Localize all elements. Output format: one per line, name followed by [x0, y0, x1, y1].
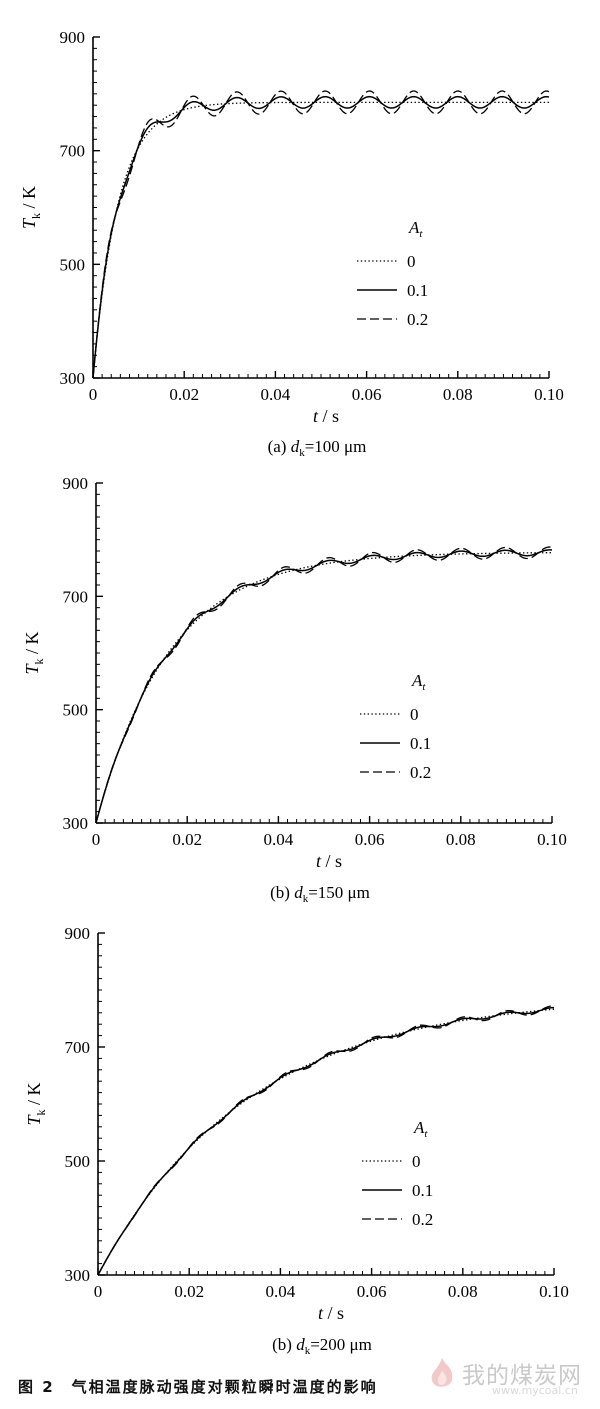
x-axis-label: t / s [313, 406, 339, 426]
legend: At 0 0.1 0.2 [362, 1118, 433, 1229]
legend-label: 0.1 [412, 1181, 433, 1200]
legend-title: At [408, 218, 423, 240]
watermark-text: 我的煤炭网 [462, 1363, 582, 1389]
watermark: 我的煤炭网 www.mycoal.cn [422, 1354, 592, 1402]
y-tick-label: 900 [63, 474, 89, 493]
series-line-0 [92, 101, 549, 379]
legend-label: 0.2 [410, 763, 431, 782]
y-tick-label: 500 [65, 1152, 91, 1171]
x-tick-label: 0.10 [539, 1282, 569, 1301]
y-tick-label: 300 [65, 1266, 91, 1285]
x-tick-label: 0.08 [448, 1282, 478, 1301]
x-tick-label: 0.02 [172, 830, 202, 849]
legend-label: 0 [410, 705, 419, 724]
flame-logo-icon [431, 1358, 453, 1387]
legend-label: 0.2 [412, 1210, 433, 1229]
figure-caption: 图 2 气相温度脉动强度对颗粒瞬时温度的影响 [18, 1378, 378, 1396]
x-axis-label: t / s [316, 851, 342, 871]
x-tick-label: 0.08 [443, 385, 473, 404]
series-line-0.1 [92, 95, 550, 379]
x-tick-label: 0.02 [174, 1282, 204, 1301]
x-axis-label: t / s [318, 1303, 344, 1323]
x-tick-label: 0.06 [357, 1282, 387, 1301]
y-tick-label: 300 [60, 369, 86, 388]
legend-label: 0.1 [410, 734, 431, 753]
y-tick-label: 500 [63, 701, 89, 720]
legend-label: 0.2 [407, 310, 428, 329]
y-tick-label: 700 [60, 142, 86, 161]
series-line-0 [95, 552, 552, 824]
y-axis-label: Tk / K [24, 1082, 48, 1125]
x-tick-label: 0 [94, 1282, 103, 1301]
y-axis-label: Tk / K [22, 631, 46, 674]
x-tick-label: 0 [92, 830, 101, 849]
x-tick-label: 0.08 [446, 830, 476, 849]
x-tick-label: 0.02 [169, 385, 199, 404]
series-line-0.1 [97, 1006, 555, 1276]
series-line-0 [97, 1008, 555, 1276]
x-tick-label: 0.06 [352, 385, 382, 404]
x-tick-label: 0.04 [261, 385, 291, 404]
panel-caption: (b) dk=200 μm [272, 1335, 372, 1357]
x-tick-label: 0.04 [266, 1282, 296, 1301]
y-tick-label: 300 [63, 814, 89, 833]
legend-label: 0.1 [407, 281, 428, 300]
y-tick-label: 700 [65, 1038, 91, 1057]
legend-label: 0 [407, 252, 416, 271]
panel-caption: (b) dk=150 μm [270, 883, 370, 905]
panel-caption: (a) dk=100 μm [268, 437, 367, 459]
series-line-0.2 [95, 546, 553, 824]
legend: At 0 0.1 0.2 [357, 218, 428, 329]
legend: At 0 0.1 0.2 [360, 671, 431, 782]
y-tick-label: 500 [60, 255, 86, 274]
series-line-0.1 [95, 549, 553, 824]
series-line-0.2 [97, 1005, 555, 1276]
x-tick-label: 0.10 [534, 385, 564, 404]
watermark-url: www.mycoal.cn [492, 1384, 578, 1397]
y-tick-label: 700 [63, 587, 89, 606]
legend-title: At [413, 1118, 428, 1140]
legend-label: 0 [412, 1152, 421, 1171]
x-tick-label: 0 [89, 385, 98, 404]
series-line-0.2 [92, 90, 550, 379]
legend-title: At [411, 671, 426, 693]
x-tick-label: 0.04 [264, 830, 294, 849]
y-axis-label: Tk / K [19, 186, 43, 229]
x-tick-label: 0.06 [355, 830, 385, 849]
x-tick-label: 0.10 [537, 830, 567, 849]
y-tick-label: 900 [60, 28, 86, 47]
y-tick-label: 900 [65, 924, 91, 943]
